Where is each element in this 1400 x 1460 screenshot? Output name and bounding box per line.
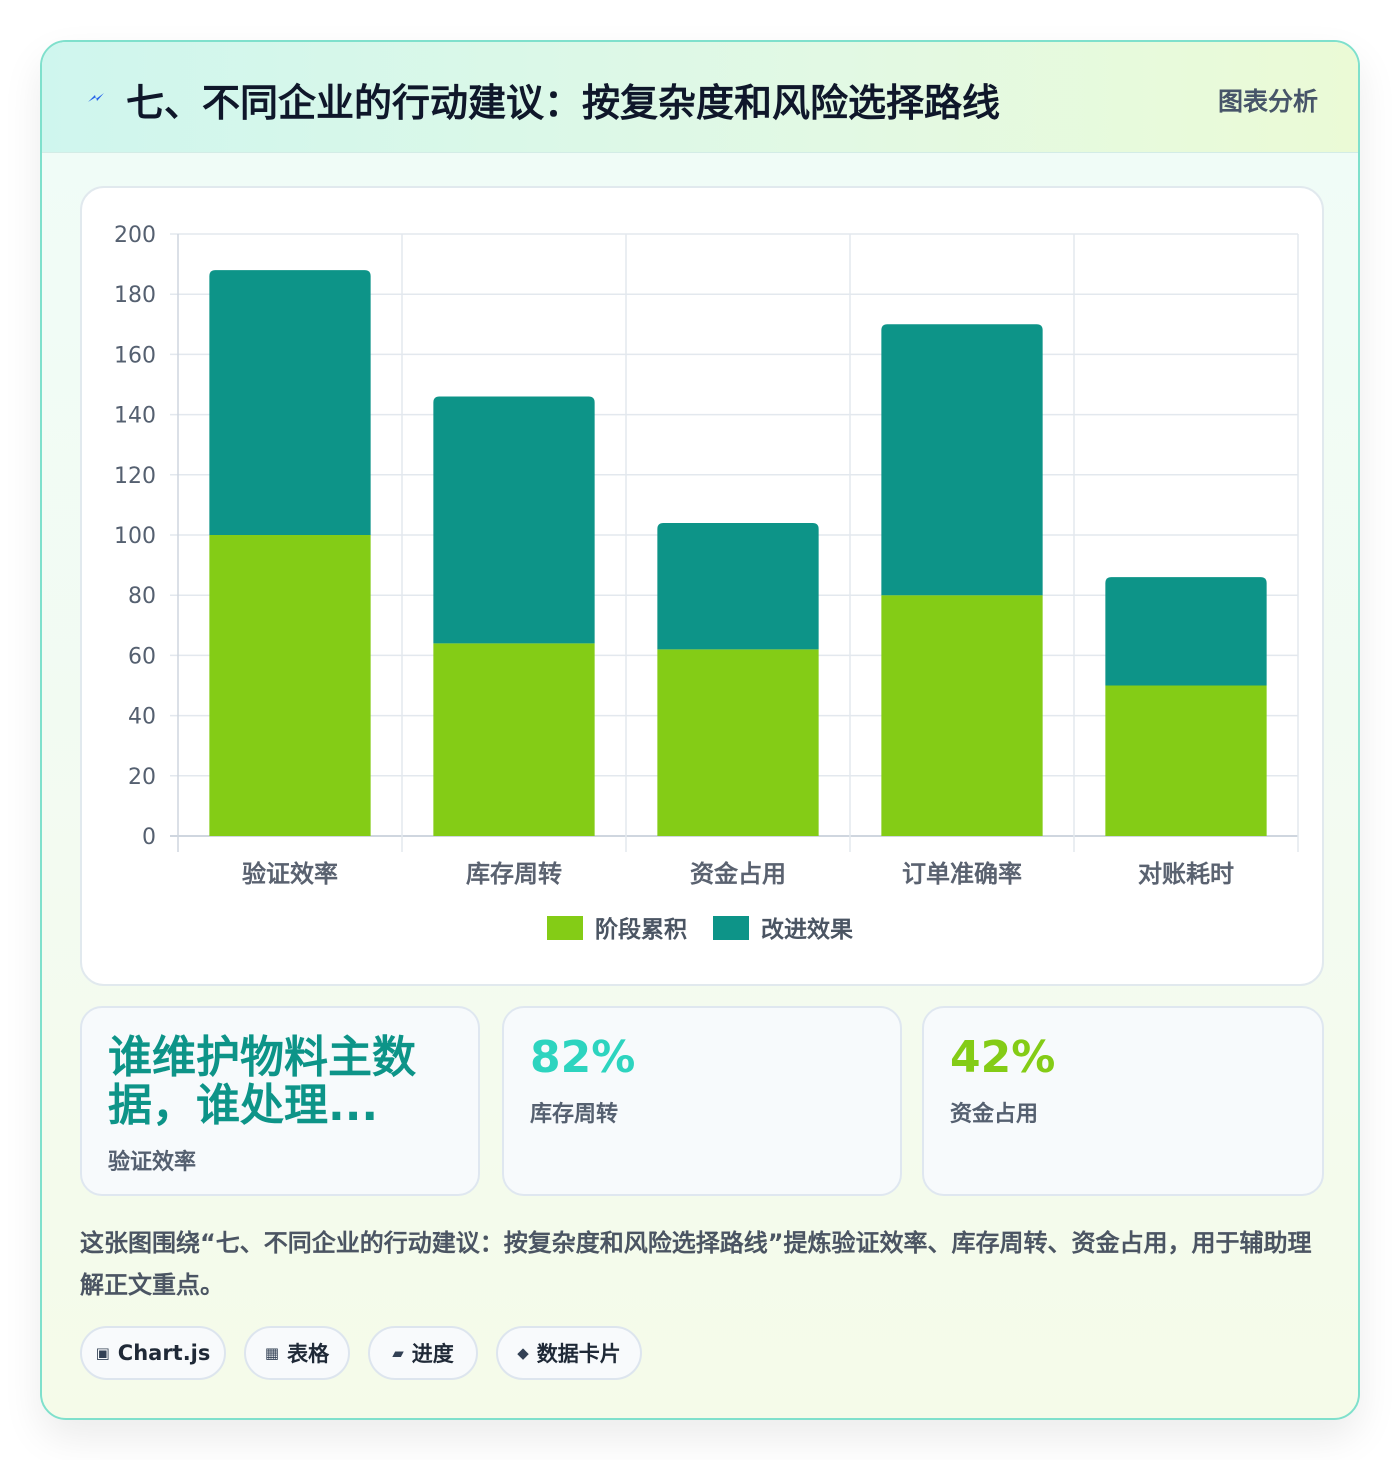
chip-progress[interactable]: ▰ 进度 bbox=[368, 1326, 478, 1380]
y-tick-label: 140 bbox=[114, 404, 156, 429]
table-grid-icon: ▦ bbox=[264, 1344, 280, 1362]
stat-value: 82% bbox=[530, 1032, 636, 1083]
y-tick-label: 160 bbox=[114, 343, 156, 368]
chip-label: 进度 bbox=[411, 1342, 454, 1366]
bar-segment bbox=[657, 522, 819, 650]
x-tick-label: 库存周转 bbox=[466, 860, 562, 888]
chart-analysis-tag: 图表分析 bbox=[1217, 87, 1318, 116]
stat-card-1: 谁维护物料主数据，谁处理... 验证效率 bbox=[80, 1006, 480, 1196]
bar-segment bbox=[881, 595, 1043, 836]
bar-segment bbox=[881, 324, 1043, 596]
y-tick-label: 0 bbox=[142, 825, 156, 850]
bar-segment bbox=[209, 535, 371, 836]
stat-label: 库存周转 bbox=[530, 1102, 619, 1127]
chip-chartjs[interactable]: ▣ Chart.js bbox=[80, 1326, 226, 1380]
x-tick-label: 订单准确率 bbox=[902, 860, 1022, 888]
stat-value: 谁维护物料主数据，谁处理... bbox=[108, 1032, 416, 1131]
y-tick-label: 100 bbox=[114, 524, 156, 549]
chart-description: 这张图围绕“七、不同企业的行动建议：按复杂度和风险选择路线”提炼验证效率、库存周… bbox=[80, 1229, 1312, 1299]
chip-label: Chart.js bbox=[117, 1341, 211, 1365]
legend-swatch bbox=[713, 916, 749, 940]
chart-container: 0 20 40 60 80 100 120 140 160 180 200 验证效率 库存周转 资金占用 订… bbox=[80, 186, 1324, 986]
chip-label: 表格 bbox=[287, 1342, 330, 1366]
stat-label: 验证效率 bbox=[108, 1150, 197, 1175]
y-tick-label: 20 bbox=[128, 765, 156, 790]
bar-segment bbox=[1105, 577, 1267, 686]
bar-segment bbox=[657, 649, 819, 836]
y-tick-label: 40 bbox=[128, 705, 156, 730]
stat-value: 42% bbox=[950, 1032, 1056, 1083]
y-tick-label: 200 bbox=[114, 223, 156, 248]
bar-segment bbox=[1105, 685, 1267, 836]
lightning-icon bbox=[88, 93, 104, 102]
legend-label: 阶段累积 bbox=[595, 916, 687, 943]
page-title: 七、不同企业的行动建议：按复杂度和风险选择路线 bbox=[126, 81, 1001, 125]
stat-card-3: 42% 资金占用 bbox=[922, 1006, 1324, 1196]
y-tick-label: 80 bbox=[128, 584, 156, 609]
chip-data-card[interactable]: ◆ 数据卡片 bbox=[496, 1326, 642, 1380]
chart-square-icon: ▣ bbox=[95, 1344, 110, 1362]
stacked-bar-chart: 0 20 40 60 80 100 120 140 160 180 200 验证效率 库存周转 资金占用 订… bbox=[114, 223, 1299, 943]
bar-segment bbox=[433, 643, 595, 836]
stat-label: 资金占用 bbox=[950, 1102, 1039, 1127]
x-tick-label: 对账耗时 bbox=[1138, 860, 1234, 888]
card-header: 七、不同企业的行动建议：按复杂度和风险选择路线 图表分析 bbox=[42, 42, 1358, 153]
chip-table[interactable]: ▦ 表格 bbox=[244, 1326, 350, 1380]
bar-segment bbox=[433, 396, 595, 644]
chip-label: 数据卡片 bbox=[536, 1342, 621, 1366]
y-tick-label: 120 bbox=[114, 464, 156, 489]
y-tick-label: 180 bbox=[114, 283, 156, 308]
stat-card-2: 82% 库存周转 bbox=[502, 1006, 902, 1196]
x-tick-label: 资金占用 bbox=[690, 860, 786, 888]
legend-label: 改进效果 bbox=[761, 916, 853, 943]
chart-card: 七、不同企业的行动建议：按复杂度和风险选择路线 图表分析 0 20 40 60 80 10… bbox=[40, 40, 1360, 1420]
diamond-icon: ◆ bbox=[517, 1344, 529, 1362]
legend-swatch bbox=[547, 916, 583, 940]
progress-bar-icon: ▰ bbox=[392, 1344, 404, 1362]
x-tick-label: 验证效率 bbox=[242, 860, 338, 888]
y-tick-label: 60 bbox=[128, 644, 156, 669]
bar-segment bbox=[209, 270, 371, 535]
